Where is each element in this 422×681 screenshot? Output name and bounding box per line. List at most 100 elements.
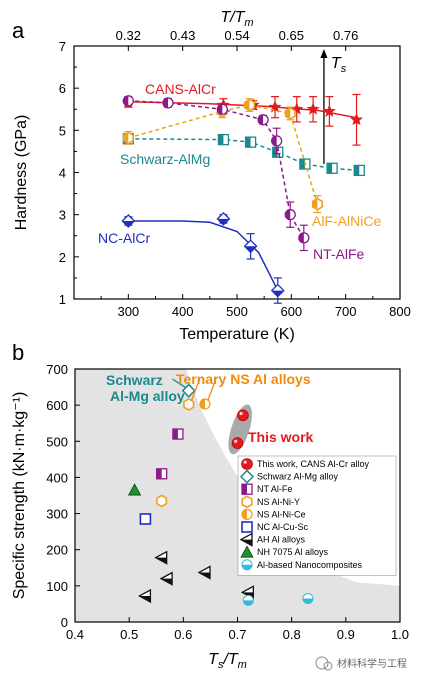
a-point-Schwarz-AlMg-fill bbox=[354, 165, 360, 176]
b-point-AH Al alloys-fill bbox=[139, 595, 151, 602]
panel-b-letter: b bbox=[12, 340, 24, 365]
b-annot-ternary: Ternary NS Al alloys bbox=[176, 371, 311, 387]
panel-a-plot: 300 400 500 600 700 800 1 2 3 4 5 6 7 0.32 0.43 0.54 0.6… bbox=[13, 9, 411, 343]
a-point-CANS-AlCr bbox=[268, 100, 282, 113]
a-point-NT-AlFe-fill bbox=[298, 232, 304, 243]
b-legend-marker bbox=[241, 521, 253, 533]
b-legend-entry: Schwarz Al-Mg alloy bbox=[257, 472, 339, 482]
a-point-Schwarz-AlMg-fill bbox=[327, 163, 333, 174]
b-point-NS Al-Ni-Y bbox=[183, 397, 195, 411]
a-toptick-label: 0.65 bbox=[279, 28, 304, 43]
wechat-icon bbox=[315, 656, 329, 670]
b-legend-marker-fill bbox=[242, 484, 247, 495]
b-x-title-slash: /T bbox=[222, 651, 238, 668]
panel-b-plot: 0.4 0.5 0.6 0.7 0.8 0.9 1.0 0 100 200 300 400 500 600… bbox=[11, 362, 409, 671]
b-ytick-label: 700 bbox=[46, 362, 68, 377]
b-shaded-region bbox=[75, 369, 400, 622]
a-point-Schwarz-AlMg-fill bbox=[245, 137, 251, 148]
b-ytick-label: 600 bbox=[46, 398, 68, 413]
b-point-Al-based Nanocomposites-fill bbox=[243, 600, 254, 606]
b-legend-entry: AH Al alloys bbox=[257, 535, 306, 545]
b-ytick-label: 0 bbox=[61, 615, 68, 630]
a-fit-NT-AlFe bbox=[128, 100, 305, 239]
panel-a-letter: a bbox=[12, 18, 25, 43]
b-point-This work, CANS Al-Cr alloy-shine bbox=[239, 411, 243, 416]
b-legend-entry: Al-based Nanocomposites bbox=[257, 560, 363, 570]
a-xtick-label: 400 bbox=[172, 304, 194, 319]
a-ts-label: Ts bbox=[331, 55, 347, 75]
a-point-NC-AlCr-fill bbox=[271, 290, 284, 297]
a-toptick-label: 0.76 bbox=[333, 28, 358, 43]
a-toptick-label: 0.54 bbox=[224, 28, 249, 43]
b-point-AH Al alloys-fill bbox=[155, 557, 167, 564]
b-point-NS Al-Ni-Ce-fill bbox=[200, 399, 205, 410]
a-ytick-label: 5 bbox=[59, 123, 66, 138]
watermark-text: 材料科学与工程 bbox=[337, 657, 407, 670]
a-xtick-label: 300 bbox=[117, 304, 139, 319]
a-point-NT-AlFe-fill bbox=[285, 209, 291, 220]
b-x-title-s: s bbox=[218, 659, 224, 671]
b-xtick-label: 0.8 bbox=[283, 627, 301, 642]
b-ytick-label: 200 bbox=[46, 543, 68, 558]
b-xtick-label: 0.6 bbox=[174, 627, 192, 642]
a-series-label: CANS-AlCr bbox=[145, 81, 216, 97]
a-point-CANS-AlCr bbox=[306, 102, 320, 115]
a-ts-sub: s bbox=[341, 63, 347, 75]
b-point-This work, CANS Al-Cr alloy-shine bbox=[234, 439, 238, 443]
b-annot-schwarz-line2: Al-Mg alloy bbox=[110, 388, 185, 404]
a-point-AlF-AlNiCe-fill bbox=[313, 200, 318, 209]
a-top-axis-title: T/Tm bbox=[220, 9, 253, 29]
b-point-NT Al-Fe-fill bbox=[172, 429, 178, 440]
a-ytick-label: 3 bbox=[59, 208, 66, 223]
a-series-label: Schwarz-AlMg bbox=[120, 151, 210, 167]
a-series-label: AlF-AlNiCe bbox=[312, 213, 381, 229]
b-point-NS Al-Ni-Y bbox=[156, 494, 168, 508]
b-point-Al-based Nanocomposites-fill bbox=[302, 598, 313, 604]
b-x-title: Ts/Tm bbox=[208, 651, 247, 671]
a-point-CANS-AlCr bbox=[322, 104, 336, 117]
b-annot-ternary-arrow2 bbox=[207, 378, 217, 402]
b-y-title: Specific strength (kN·m·kg⁻¹) bbox=[11, 392, 28, 600]
a-point-Schwarz-AlMg-fill bbox=[218, 134, 224, 145]
b-legend-marker-fill bbox=[241, 509, 247, 520]
b-legend-marker bbox=[241, 458, 253, 470]
b-xtick-label: 0.5 bbox=[120, 627, 138, 642]
a-fit-AlF-AlNiCe bbox=[128, 104, 319, 205]
b-legend-marker-shine bbox=[243, 460, 247, 464]
b-x-title-m: m bbox=[238, 659, 247, 671]
b-legend-entry: NH 7075 Al alloys bbox=[257, 547, 329, 557]
a-top-axis-sub: m bbox=[244, 17, 253, 29]
b-annot-schwarz: Schwarz Al-Mg alloy bbox=[106, 372, 185, 404]
b-ytick-label: 500 bbox=[46, 434, 68, 449]
a-ytick-label: 1 bbox=[59, 292, 66, 307]
a-ytick-label: 6 bbox=[59, 81, 66, 96]
a-y-title: Hardness (GPa) bbox=[13, 115, 30, 231]
a-point-NT-AlFe-fill bbox=[271, 135, 277, 146]
b-ytick-label: 400 bbox=[46, 470, 68, 485]
b-point-NC Al-Cu-Sc bbox=[139, 513, 152, 525]
a-toptick-label: 0.32 bbox=[116, 28, 141, 43]
b-xtick-label: 0.7 bbox=[228, 627, 246, 642]
b-point-AH Al alloys-fill bbox=[199, 572, 210, 579]
b-legend-entry: This work, CANS Al-Cr alloy bbox=[257, 459, 370, 469]
a-point-Schwarz-AlMg-fill bbox=[272, 147, 278, 158]
b-legend-marker-fill bbox=[241, 539, 252, 546]
a-series-label: NT-AlFe bbox=[313, 246, 365, 262]
a-fit-NC-AlCr bbox=[128, 220, 279, 291]
a-point-NT-AlFe-fill bbox=[217, 104, 223, 115]
b-point-NH 7075 Al alloys bbox=[127, 483, 142, 496]
b-legend-entry: NT Al-Fe bbox=[257, 484, 292, 494]
b-point-NT Al-Fe-fill bbox=[156, 468, 162, 479]
a-xtick-label: 700 bbox=[335, 304, 357, 319]
b-annot-ternary-arrow1 bbox=[190, 378, 201, 402]
b-xtick-label: 1.0 bbox=[391, 627, 409, 642]
a-point-AlF-AlNiCe-fill bbox=[245, 101, 250, 110]
a-ytick-label: 2 bbox=[59, 250, 66, 265]
b-xtick-label: 0.4 bbox=[66, 627, 84, 642]
a-point-NT-AlFe-fill bbox=[123, 95, 129, 106]
b-point-AH Al alloys-fill bbox=[161, 578, 173, 585]
b-legend-marker bbox=[240, 545, 254, 558]
a-point-AlF-AlNiCe-fill bbox=[286, 109, 291, 118]
a-x-title: Temperature (K) bbox=[179, 326, 295, 343]
